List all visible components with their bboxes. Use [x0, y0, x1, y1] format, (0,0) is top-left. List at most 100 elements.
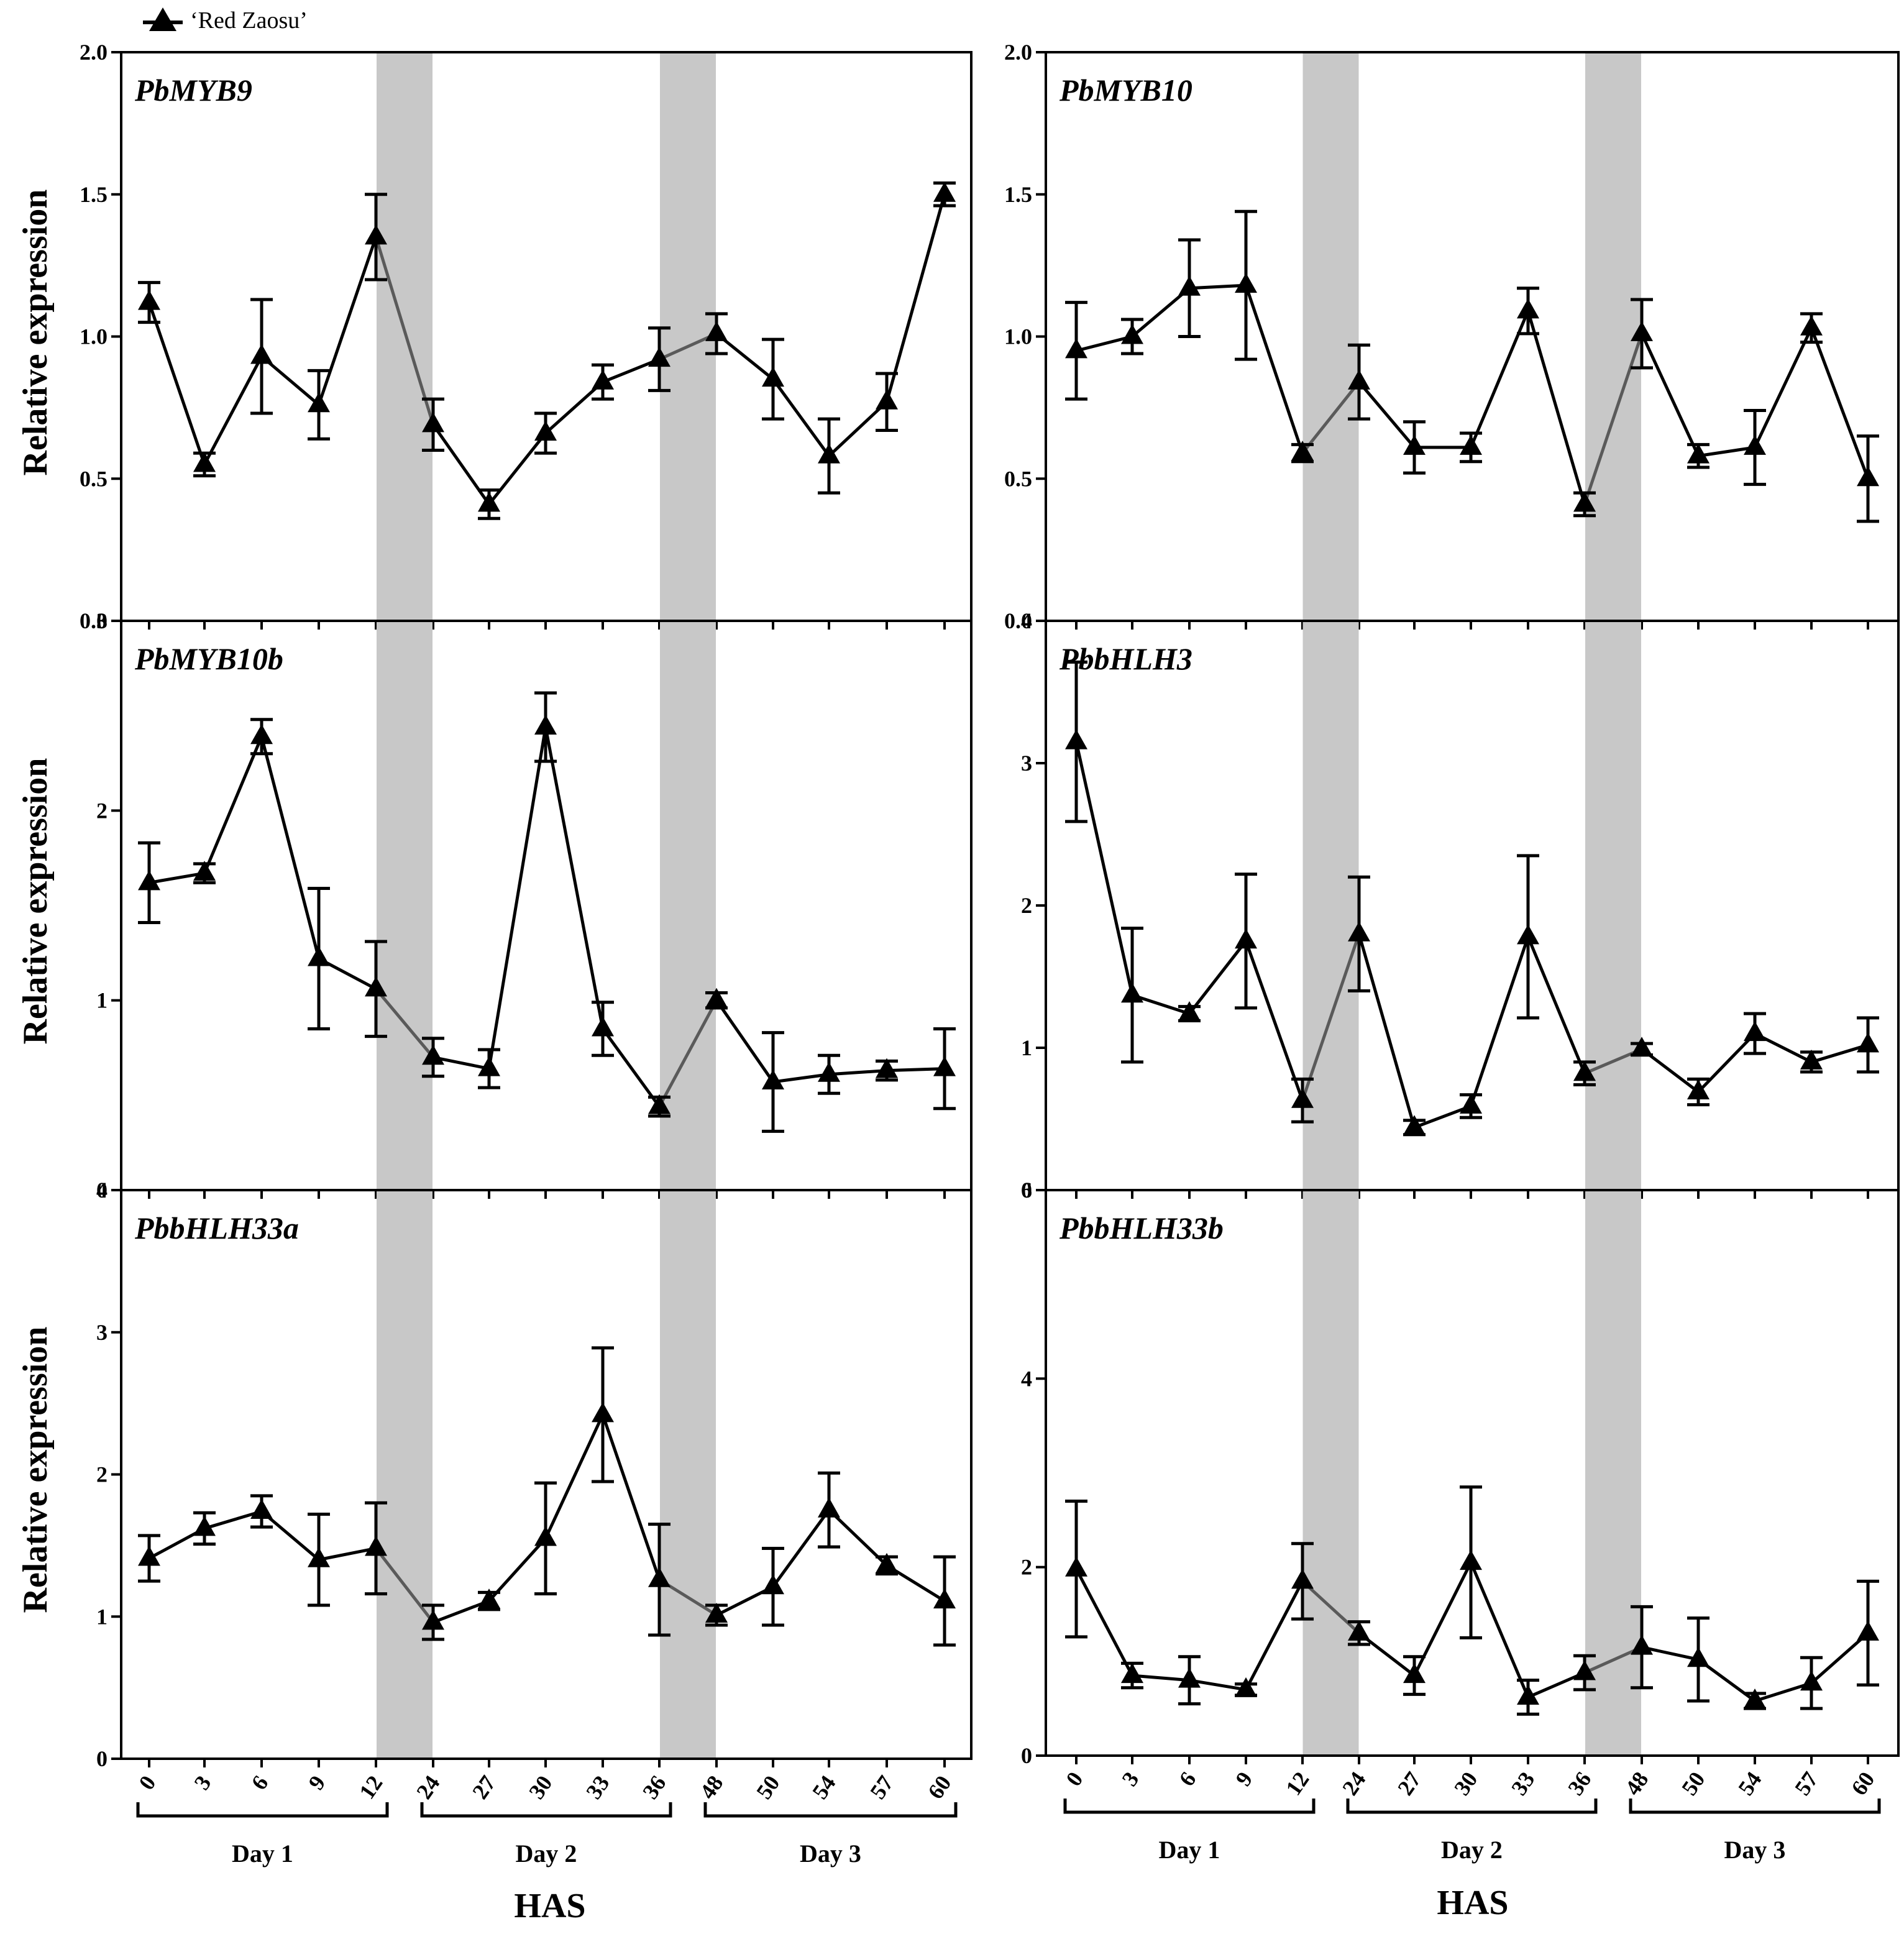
data-point-marker	[876, 1552, 898, 1573]
x-tick-label: 0	[134, 1771, 160, 1795]
legend-triangle-icon	[149, 7, 176, 31]
legend-label: ‘Red Zaosu’	[190, 7, 308, 34]
y-tick-label: 3	[96, 1320, 108, 1345]
data-point-marker	[762, 367, 784, 387]
y-tick-label: 1	[96, 1604, 108, 1629]
data-point-marker	[1348, 369, 1370, 390]
x-tick-label: 57	[1790, 1767, 1823, 1800]
ylabel-row-2: Relative expression	[16, 758, 55, 1045]
y-tick-label: 4	[1021, 608, 1032, 633]
series-line-segment	[1810, 1631, 1869, 1685]
day-label: Day 2	[1441, 1836, 1503, 1864]
y-tick-label: 1	[1021, 1035, 1032, 1060]
data-point-marker	[1235, 928, 1257, 949]
series-line-segment	[1697, 1032, 1756, 1093]
y-tick-label: 6	[1021, 1178, 1032, 1203]
y-tick-label: 1	[96, 988, 108, 1013]
x-tick-label: 60	[1846, 1767, 1879, 1800]
x-tick-label: 0	[1061, 1767, 1087, 1791]
series-line-segment	[1074, 1568, 1134, 1677]
data-point-marker	[1121, 324, 1143, 344]
series-line-segment	[1358, 381, 1416, 449]
data-point-marker	[1573, 1061, 1596, 1081]
dark-period-band	[660, 621, 716, 1190]
y-tick-label: 0.5	[1004, 466, 1032, 491]
data-point-marker	[1744, 1021, 1766, 1042]
data-point-marker	[1121, 983, 1143, 1003]
x-tick-label: 24	[1337, 1767, 1370, 1800]
data-point-marker	[876, 1058, 898, 1078]
series-line-segment	[886, 1067, 945, 1073]
series-line-segment	[375, 988, 434, 1058]
data-point-marker	[648, 347, 671, 367]
data-point-marker	[705, 988, 728, 1008]
series-line-segment	[1640, 332, 1700, 457]
x-tick-label: 27	[467, 1771, 500, 1803]
series-line-segment	[374, 236, 435, 426]
series-line-segment	[1301, 381, 1360, 454]
series-line-segment	[1244, 285, 1304, 454]
data-point-marker	[422, 1045, 444, 1065]
day-label: Day 3	[1724, 1836, 1786, 1864]
data-point-marker	[422, 412, 444, 433]
data-point-marker	[1517, 924, 1539, 945]
chart-panel-pbmyb10b: 0 1 2 3 PbMYB10b	[96, 608, 973, 1203]
x-tick-label: 6	[1174, 1767, 1201, 1791]
series-line-segment	[601, 1027, 661, 1108]
panel-title: PbMYB10b	[134, 641, 283, 676]
series-line-segment	[204, 1510, 262, 1530]
data-point-marker	[1460, 434, 1482, 455]
day-label: Day 2	[516, 1840, 577, 1868]
x-tick-label: 27	[1393, 1767, 1426, 1800]
series-line-segment	[1583, 333, 1644, 505]
dark-period-band	[1585, 621, 1641, 1190]
y-tick-label: 1.0	[1004, 324, 1032, 349]
ylabel-row-1: Relative expression	[16, 190, 55, 476]
series-line-segment	[1076, 335, 1133, 352]
series-line-segment	[1244, 1580, 1304, 1690]
plot-frame	[120, 51, 973, 622]
xlabel-right: HAS	[1437, 1884, 1508, 1922]
data-point-marker	[1517, 298, 1539, 319]
series-line-segment	[147, 301, 206, 465]
data-point-marker	[193, 861, 216, 881]
day-label: Day 1	[232, 1840, 293, 1868]
chart-panel-pbbhlh3: 0 1 2 3 4 PbbHLH3	[1021, 608, 1900, 1203]
series-line-segment	[828, 400, 888, 457]
panel-title: PbMYB9	[134, 73, 252, 108]
data-point-marker	[1687, 1079, 1709, 1099]
data-point-marker	[1403, 434, 1426, 455]
data-point-marker	[1631, 1037, 1653, 1057]
series-line-segment	[1810, 327, 1870, 480]
series-line-segment	[1132, 993, 1190, 1015]
dark-period-band	[660, 1190, 716, 1759]
y-tick-label: 0	[96, 1746, 108, 1771]
series-line-segment	[1698, 446, 1755, 458]
series-line-segment	[1189, 283, 1247, 290]
y-tick-label: 1.0	[80, 324, 108, 349]
y-tick-label: 1.5	[80, 182, 108, 207]
y-tick-label: 0.0	[80, 608, 108, 633]
dark-period-band	[1302, 52, 1359, 621]
data-point-marker	[933, 1056, 956, 1076]
series-line-segment	[1811, 1043, 1869, 1064]
y-tick-label: 0	[1021, 1178, 1032, 1203]
data-point-marker	[1065, 729, 1087, 749]
data-point-marker	[478, 1588, 500, 1609]
day-bracket	[703, 1802, 958, 1818]
data-point-marker	[1403, 1663, 1426, 1684]
data-point-marker	[534, 714, 557, 735]
data-point-marker	[1857, 1620, 1879, 1641]
series-line-segment	[1469, 936, 1530, 1107]
series-line-segment	[658, 332, 718, 361]
dark-period-band	[377, 621, 433, 1190]
series-line-segment	[1469, 1562, 1530, 1698]
series-line-segment	[1412, 1561, 1473, 1677]
data-point-marker	[648, 1567, 671, 1587]
data-point-marker	[1800, 315, 1823, 336]
data-point-marker	[818, 1497, 840, 1518]
dark-period-band	[1302, 621, 1359, 1190]
y-tick-label: 3	[1021, 751, 1032, 776]
series-line-segment	[1131, 286, 1191, 338]
data-point-marker	[1065, 1556, 1087, 1577]
